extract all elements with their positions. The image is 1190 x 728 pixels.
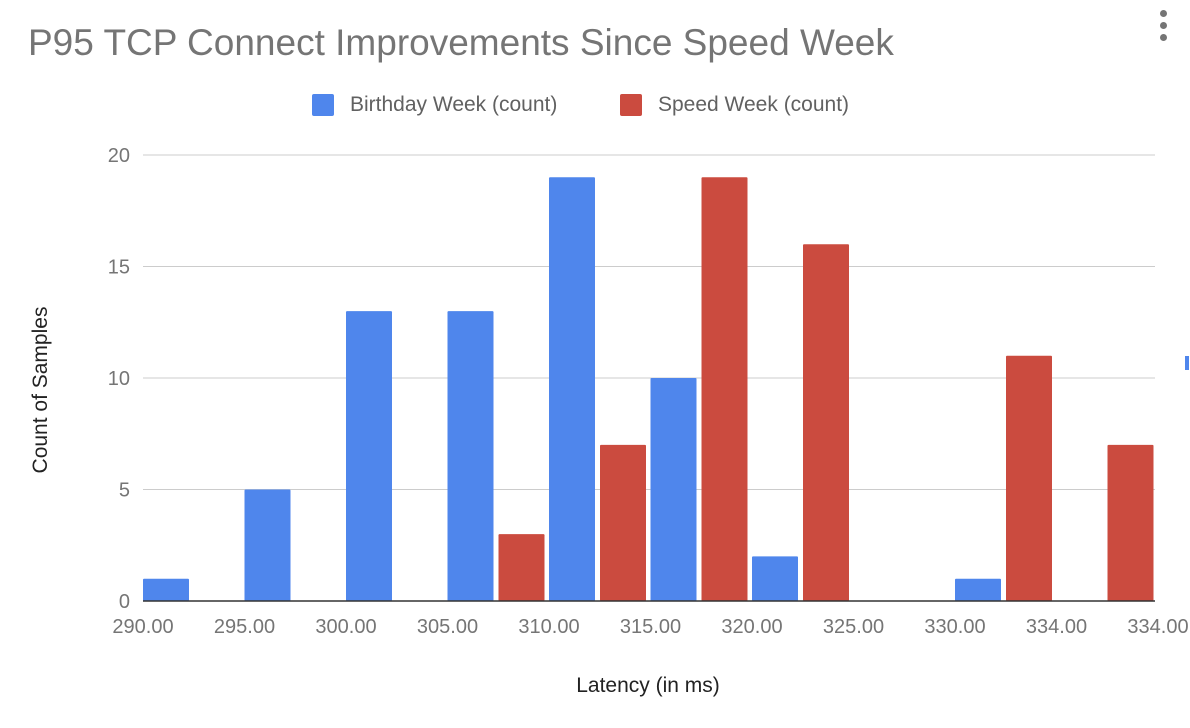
y-axis-title: Count of Samples — [29, 307, 52, 474]
y-tick-label: 20 — [108, 145, 130, 167]
x-tick-label: 330.00 — [924, 616, 985, 638]
x-tick-label: 334.00 — [1127, 616, 1188, 638]
bar-birthday-week-1 — [244, 489, 291, 601]
x-tick-label: 305.00 — [417, 616, 478, 638]
legend-item-speed-week[interactable]: Speed Week (count) — [620, 90, 849, 120]
legend-item-birthday-week[interactable]: Birthday Week (count) — [312, 90, 557, 120]
x-tick-label: 334.00 — [1026, 616, 1087, 638]
scroll-indicator[interactable] — [1185, 356, 1189, 370]
bar-birthday-week-5 — [650, 378, 697, 601]
x-tick-label: 300.00 — [315, 616, 376, 638]
bar-birthday-week-4 — [549, 177, 595, 602]
more-vert-icon[interactable] — [1154, 8, 1174, 44]
bar-birthday-week-8 — [955, 578, 1001, 601]
legend-label-speed-week: Speed Week (count) — [658, 93, 850, 116]
y-tick-label: 5 — [119, 480, 130, 502]
bar-speed-week-9 — [1107, 444, 1154, 601]
y-tick-label: 0 — [119, 591, 130, 613]
bar-speed-week-8 — [1006, 355, 1052, 601]
legend-swatch-speed-week — [620, 94, 642, 116]
bar-birthday-week-2 — [346, 311, 392, 601]
y-tick-label: 10 — [108, 368, 130, 390]
x-tick-label: 295.00 — [214, 616, 275, 638]
bar-speed-week-6 — [803, 244, 849, 601]
chart-title: P95 TCP Connect Improvements Since Speed… — [28, 22, 894, 63]
x-tick-label: 290.00 — [112, 616, 173, 638]
legend-label-birthday-week: Birthday Week (count) — [350, 93, 558, 116]
bar-birthday-week-6 — [752, 556, 798, 601]
y-tick-label: 15 — [108, 257, 130, 279]
bar-birthday-week-0 — [143, 578, 189, 601]
bar-speed-week-5 — [701, 177, 748, 602]
x-tick-label: 315.00 — [620, 616, 681, 638]
chart-legend: Birthday Week (count) Speed Week (count) — [0, 90, 1190, 120]
x-tick-label: 325.00 — [823, 616, 884, 638]
bar-birthday-week-3 — [447, 311, 494, 601]
legend-swatch-birthday-week — [312, 94, 334, 116]
bar-speed-week-4 — [600, 444, 646, 601]
bar-speed-week-3 — [498, 534, 545, 601]
x-tick-label: 320.00 — [721, 616, 782, 638]
x-tick-label: 310.00 — [518, 616, 579, 638]
x-axis-title: Latency (in ms) — [576, 674, 720, 697]
